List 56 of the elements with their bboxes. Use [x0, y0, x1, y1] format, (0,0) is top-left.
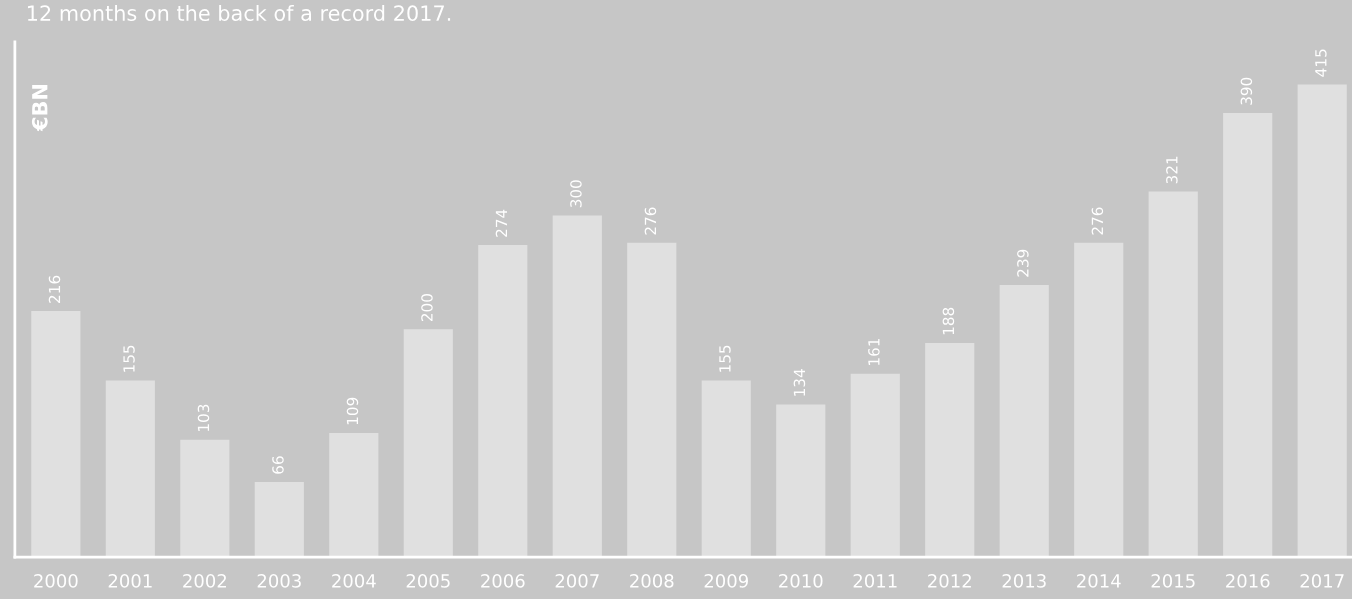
bar	[180, 439, 230, 558]
bar	[627, 242, 677, 558]
data-label: 134	[793, 369, 806, 396]
data-label: 415	[1315, 49, 1327, 77]
data-label: 103	[197, 404, 210, 432]
bar	[105, 380, 155, 558]
data-label: 321	[1166, 156, 1178, 184]
data-label: 274	[495, 209, 508, 237]
data-label: 155	[123, 345, 135, 372]
data-label: 109	[346, 397, 359, 425]
x-tick-label: 2016	[1226, 574, 1270, 588]
x-tick-label: 2010	[779, 574, 823, 588]
bar	[254, 481, 304, 558]
data-label: 276	[644, 207, 657, 235]
x-tick-label: 2002	[183, 574, 226, 588]
y-axis-title: €BN	[31, 85, 48, 132]
x-tick-label: 2017	[1300, 574, 1344, 588]
x-tick-label: 2013	[1002, 574, 1046, 588]
data-label: 188	[942, 307, 955, 335]
data-label: 216	[48, 275, 61, 303]
bar	[1074, 242, 1124, 558]
bar	[701, 380, 751, 558]
data-label: 66	[272, 456, 284, 474]
bar	[403, 329, 453, 558]
bar	[1297, 84, 1347, 558]
x-tick-label: 2009	[704, 574, 748, 588]
x-tick-label: 2008	[630, 574, 674, 588]
x-tick-label: 2003	[257, 574, 301, 588]
data-label: 155	[719, 345, 731, 372]
bar	[850, 373, 900, 558]
bar	[329, 432, 379, 558]
bar	[552, 215, 602, 558]
data-label: 300	[570, 180, 582, 208]
bar	[776, 404, 826, 558]
x-tick-label: 2004	[332, 574, 376, 588]
x-tick-label: 2005	[406, 574, 450, 588]
bar	[999, 284, 1049, 558]
x-tick-label: 2011	[853, 574, 897, 588]
x-tick-label: 2015	[1151, 574, 1195, 588]
data-label: 239	[1017, 249, 1029, 277]
x-tick-label: 2007	[555, 574, 599, 588]
x-tick-label: 2014	[1077, 574, 1121, 588]
x-tick-label: 2006	[481, 574, 525, 588]
chart-subtitle: 12 months on the back of a record 2017.	[27, 4, 451, 22]
bar	[925, 342, 975, 558]
data-label: 276	[1091, 207, 1104, 235]
data-label: 200	[421, 294, 433, 322]
bar	[1223, 112, 1273, 558]
bar	[1148, 191, 1198, 558]
x-tick-label: 2012	[928, 574, 971, 588]
bar	[31, 311, 81, 558]
bar	[478, 245, 528, 558]
x-tick-label: 2001	[108, 574, 152, 588]
data-label: 161	[868, 338, 880, 365]
data-label: 390	[1240, 77, 1253, 105]
x-tick-label: 2000	[34, 574, 78, 588]
